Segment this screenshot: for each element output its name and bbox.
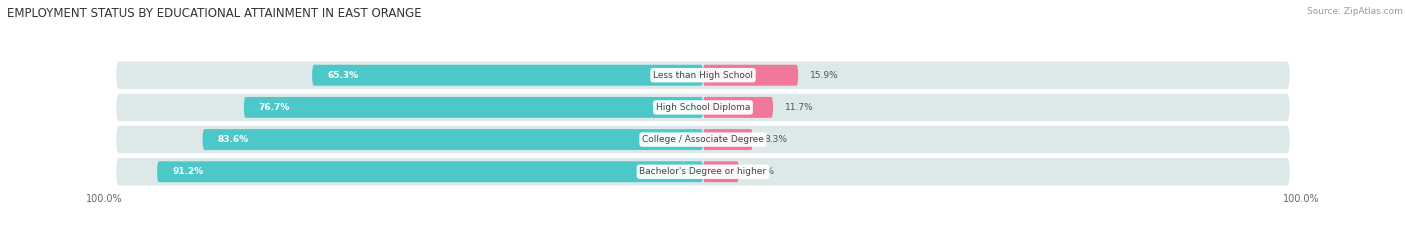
FancyBboxPatch shape (117, 62, 1289, 89)
Text: EMPLOYMENT STATUS BY EDUCATIONAL ATTAINMENT IN EAST ORANGE: EMPLOYMENT STATUS BY EDUCATIONAL ATTAINM… (7, 7, 422, 20)
Text: 83.6%: 83.6% (218, 135, 249, 144)
FancyBboxPatch shape (703, 65, 799, 86)
Text: 91.2%: 91.2% (172, 167, 204, 176)
FancyBboxPatch shape (703, 161, 740, 182)
FancyBboxPatch shape (157, 161, 703, 182)
FancyBboxPatch shape (117, 126, 1289, 153)
Text: College / Associate Degree: College / Associate Degree (643, 135, 763, 144)
FancyBboxPatch shape (312, 65, 703, 86)
Text: 15.9%: 15.9% (810, 71, 839, 80)
FancyBboxPatch shape (117, 94, 1289, 121)
Text: 6.0%: 6.0% (751, 167, 773, 176)
FancyBboxPatch shape (243, 97, 703, 118)
Text: 8.3%: 8.3% (765, 135, 787, 144)
Text: Source: ZipAtlas.com: Source: ZipAtlas.com (1308, 7, 1403, 16)
FancyBboxPatch shape (703, 129, 752, 150)
FancyBboxPatch shape (703, 97, 773, 118)
Text: 76.7%: 76.7% (259, 103, 290, 112)
Text: High School Diploma: High School Diploma (655, 103, 751, 112)
Text: 11.7%: 11.7% (785, 103, 814, 112)
Text: Bachelor's Degree or higher: Bachelor's Degree or higher (640, 167, 766, 176)
FancyBboxPatch shape (202, 129, 703, 150)
Text: 65.3%: 65.3% (328, 71, 359, 80)
FancyBboxPatch shape (117, 158, 1289, 185)
Text: Less than High School: Less than High School (652, 71, 754, 80)
